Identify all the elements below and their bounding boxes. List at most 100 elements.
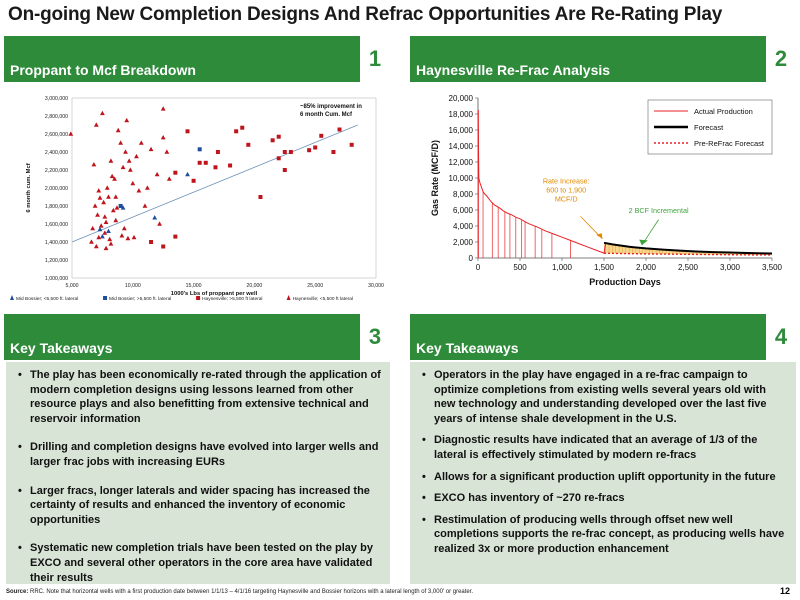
data-point [106, 228, 111, 233]
data-point [173, 170, 178, 175]
data-point [185, 171, 190, 177]
panel-header-proppant: Proppant to Mcf Breakdown 1 [4, 36, 390, 82]
data-point [276, 156, 281, 161]
data-point [107, 236, 113, 242]
y-axis-label: 6 month cum. Mcf [26, 163, 32, 212]
y-tick-label: 18,000 [449, 110, 474, 119]
y-tick-label: 1,600,000 [45, 222, 68, 228]
list-item: Restimulation of producing wells through… [420, 513, 788, 557]
data-point [121, 225, 127, 231]
data-point [96, 188, 102, 193]
panel-number-text: 4 [774, 324, 788, 349]
data-point [282, 150, 287, 154]
data-point [109, 173, 115, 179]
data-point [246, 142, 251, 147]
legend-marker [103, 296, 108, 300]
data-point [97, 226, 103, 232]
data-point [197, 160, 202, 165]
x-tick-label: 3,500 [762, 263, 783, 272]
data-point [118, 204, 123, 208]
panel-number: 4 [766, 314, 796, 360]
list-item: Larger fracs, longer laterals and wider … [16, 484, 382, 528]
data-point [124, 117, 130, 123]
data-point [349, 142, 354, 147]
data-point [108, 241, 114, 246]
data-point [96, 234, 102, 240]
panel-title: Key Takeaways [10, 340, 113, 356]
y-tick-label: 20,000 [449, 94, 474, 103]
takeaways-left-box: The play has been economically re-rated … [6, 362, 390, 584]
plot-area [71, 97, 377, 279]
data-point [101, 199, 107, 205]
annotation-line: 600 to 1,900 [546, 186, 586, 195]
data-point [134, 153, 139, 159]
data-point [103, 245, 109, 251]
data-point [100, 110, 105, 116]
data-point [319, 133, 324, 138]
refrac-line-chart: 0 2,000 4,000 6,000 8,000 10,000 12,000 14,000 1… [420, 90, 796, 310]
x-tick-label: 3,000 [720, 263, 741, 272]
x-tick-label: 25,000 [307, 283, 323, 289]
data-point [157, 221, 162, 226]
data-point [130, 180, 136, 186]
data-point [68, 131, 74, 136]
panel-number-text: 3 [368, 324, 382, 349]
annotation: ~85% improvement in 6 month Cum. Mcf [300, 104, 362, 118]
data-point [108, 158, 114, 163]
data-point [185, 129, 190, 134]
list-item: Diagnostic results have indicated that a… [420, 433, 788, 462]
data-point [213, 165, 218, 170]
legend-label: Haynesville; >5,500 ft lateral [202, 296, 262, 302]
data-point [100, 234, 105, 239]
x-axis-label: Production Days [589, 277, 661, 287]
source-label: Source: [6, 589, 29, 595]
data-point [154, 171, 160, 177]
x-axis-label: 1000's Lbs of proppant per well [171, 291, 258, 297]
takeaways-right-list: Operators in the play have engaged in a … [420, 368, 788, 557]
data-point [136, 188, 142, 193]
x-tick-label: 15,000 [186, 283, 202, 289]
data-point [228, 163, 233, 168]
list-item: Operators in the play have engaged in a … [420, 368, 788, 426]
data-point [102, 214, 108, 219]
x-tick-label: 10,000 [125, 283, 141, 289]
panel-number: 2 [766, 36, 796, 82]
y-tick-label: 1,800,000 [45, 204, 68, 210]
annotation-incremental: 2 BCF Incremental [629, 206, 689, 215]
legend-label: Mid Bossier; <5,500 ft. lateral [16, 296, 78, 302]
x-tick-label: 1,000 [552, 263, 573, 272]
page-title: On-going New Completion Designs And Refr… [8, 4, 723, 25]
source-note: Source: RRC. Note that horizontal wells … [6, 589, 473, 595]
data-point [191, 178, 196, 183]
x-tick-label: 5,000 [66, 283, 79, 289]
y-tick-label: 14,000 [449, 142, 474, 151]
panel-title: Key Takeaways [416, 340, 519, 356]
list-item: The play has been economically re-rated … [16, 368, 382, 426]
y-tick-label: 2,200,000 [45, 168, 68, 174]
list-item: Drilling and completion designs have evo… [16, 440, 382, 469]
y-tick-label: 0 [469, 254, 474, 263]
data-point [331, 150, 336, 154]
y-tick-label: 2,600,000 [45, 132, 68, 138]
data-point [337, 127, 342, 132]
data-point [106, 194, 111, 199]
list-item: Systematic new completion trials have be… [16, 541, 382, 585]
data-point [95, 212, 100, 217]
data-point [173, 234, 178, 239]
data-point [166, 176, 172, 181]
x-tick-label: 30,000 [368, 283, 384, 289]
data-point [127, 167, 133, 172]
y-tick-label: 6,000 [453, 206, 474, 215]
data-point [120, 164, 126, 170]
pre-refrac-forecast-line [603, 252, 773, 256]
data-point [93, 122, 99, 127]
annotation-arrowhead [639, 239, 648, 246]
scatter-chart-svg: 1,000,000 1,200,000 1,400,000 1,600,000 1,80… [10, 96, 384, 302]
y-tick-label: 1,000,000 [45, 276, 68, 282]
legend-marker [10, 295, 14, 300]
data-point [103, 219, 109, 224]
annotation-arrowhead [596, 233, 603, 239]
panel-title: Proppant to Mcf Breakdown [10, 62, 196, 78]
data-point [91, 162, 97, 167]
legend-marker [286, 295, 291, 300]
